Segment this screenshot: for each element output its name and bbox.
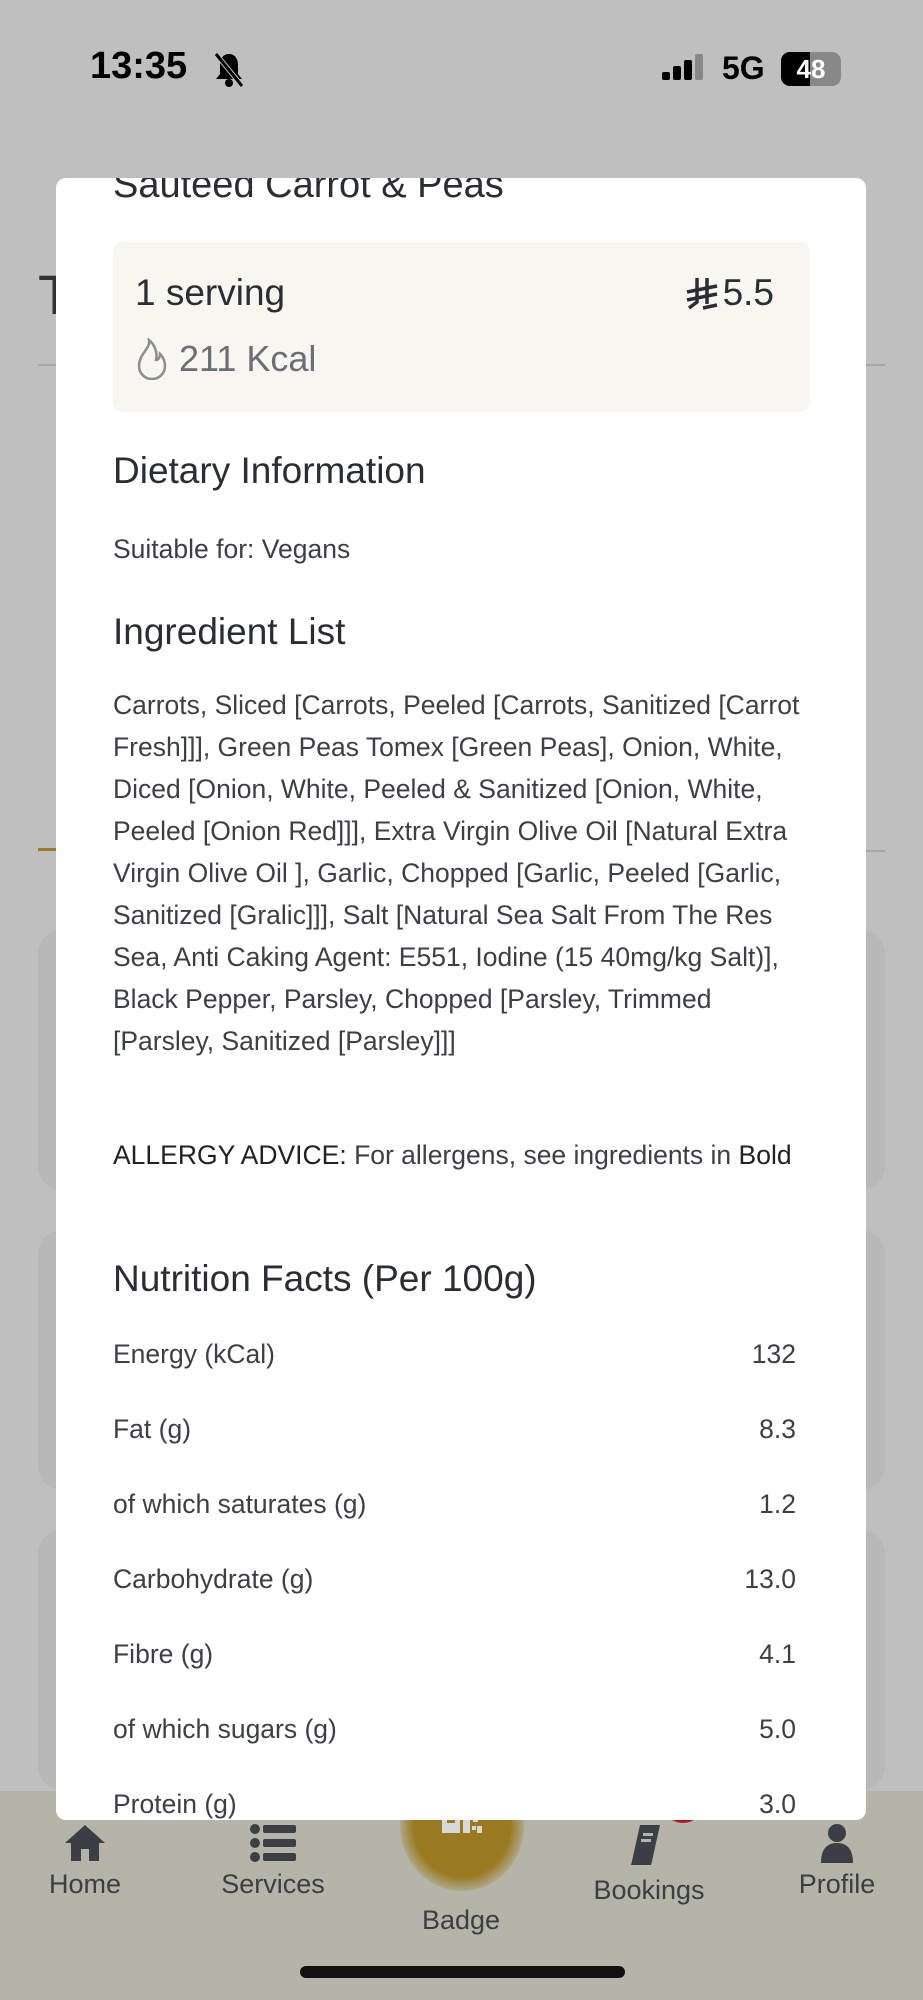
nutrient-label: of which saturates (g): [113, 1488, 367, 1519]
nav-label: Profile: [798, 1869, 876, 1899]
allergy-bold: Bold: [738, 1140, 792, 1170]
nav-profile[interactable]: Profile: [757, 1823, 917, 1900]
nutrition-row: Protein (g) 3.0: [113, 1784, 796, 1820]
allergy-label: ALLERGY ADVICE:: [113, 1140, 347, 1170]
nutrition-row: Fibre (g) 4.1: [113, 1634, 796, 1674]
status-time: 13:35: [90, 45, 188, 87]
allergy-text: For allergens, see ingredients in: [346, 1140, 739, 1170]
nutrition-row: of which saturates (g) 1.2: [113, 1484, 796, 1524]
home-indicator: [300, 1966, 625, 1978]
serving-label: 1 serving: [135, 272, 286, 313]
nav-badge[interactable]: Badge: [381, 1905, 541, 1936]
nutrition-row: Carbohydrate (g) 13.0: [113, 1559, 796, 1599]
nutrition-row: Energy (kCal) 132: [113, 1334, 796, 1374]
nutrient-label: Fibre (g): [113, 1638, 214, 1669]
ingredients-text: Carrots, Sliced [Carrots, Peeled [Carrot…: [113, 690, 800, 1056]
nutrient-value: 3.0: [759, 1788, 796, 1819]
nutrient-value: 132: [751, 1338, 796, 1369]
nutrient-value: 8.3: [759, 1413, 796, 1444]
nav-home[interactable]: Home: [5, 1823, 165, 1900]
dietary-text: Suitable for: Vegans: [113, 534, 351, 564]
nutrient-label: Carbohydrate (g): [113, 1563, 314, 1594]
nutrient-value: 4.1: [759, 1638, 796, 1669]
calories: 211 Kcal: [135, 338, 316, 380]
nav-services[interactable]: Services: [193, 1823, 353, 1900]
nav-label: Bookings: [593, 1875, 705, 1905]
nutrition-heading: Nutrition Facts (Per 100g): [113, 1258, 537, 1299]
meal-title: Sauteed Carrot & Peas: [113, 178, 504, 206]
nutrient-value: 13.0: [744, 1563, 796, 1594]
meal-detail-modal: Sauteed Carrot & Peas 1 serving 5.5 211 …: [56, 178, 866, 1820]
nutrient-label: Energy (kCal): [113, 1338, 275, 1369]
ingredients-heading: Ingredient List: [113, 611, 346, 652]
battery-icon: 48: [781, 52, 841, 86]
allergy-advice: ALLERGY ADVICE: For allergens, see ingre…: [113, 1134, 813, 1176]
nav-label: Services: [221, 1869, 325, 1899]
nutrient-value: 1.2: [759, 1488, 796, 1519]
flame-icon: [137, 338, 167, 380]
signal-icon: [662, 54, 703, 80]
nav-label: Home: [48, 1869, 122, 1899]
nutrient-label: of which sugars (g): [113, 1713, 337, 1744]
user-icon: [821, 1824, 853, 1863]
price-value: 5.5: [722, 272, 774, 313]
dietary-heading: Dietary Information: [113, 450, 426, 491]
calories-value: 211 Kcal: [179, 338, 317, 379]
network-type: 5G: [722, 50, 765, 86]
list-icon: [250, 1824, 296, 1862]
battery-level: 48: [796, 54, 826, 84]
bottom-nav: Home Services Badge Bookings 1 Profile: [0, 1761, 923, 2000]
serving-card: 1 serving 5.5 211 Kcal: [113, 242, 810, 412]
nutrition-row: Fat (g) 8.3: [113, 1409, 796, 1449]
nav-bookings[interactable]: Bookings: [569, 1823, 729, 1906]
nutrient-label: Protein (g): [113, 1788, 237, 1819]
book-icon: [631, 1825, 660, 1865]
nutrition-row: of which sugars (g) 5.0: [113, 1709, 796, 1749]
nutrient-value: 5.0: [759, 1713, 796, 1744]
bell-slash-icon: [214, 52, 244, 88]
nav-label: Badge: [421, 1905, 501, 1935]
home-icon: [65, 1825, 105, 1861]
riyal-icon: [686, 278, 717, 310]
price: 5.5: [685, 272, 774, 314]
nutrient-label: Fat (g): [113, 1413, 192, 1444]
